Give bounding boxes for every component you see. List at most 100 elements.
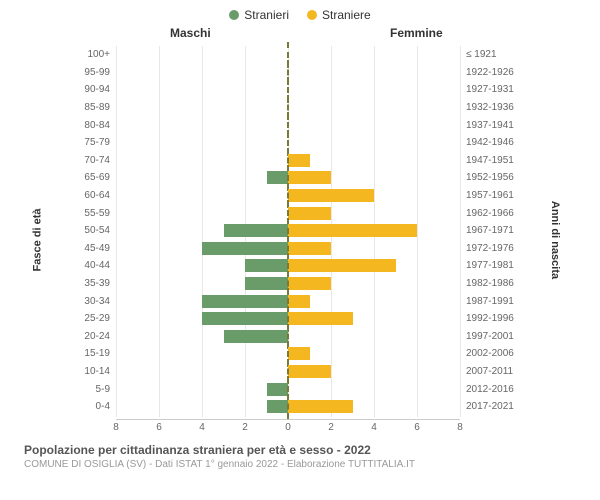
age-row: 65-69 1952-1956 [70, 169, 520, 187]
female-bar [288, 259, 396, 272]
age-label: 35-39 [70, 278, 116, 289]
age-label: 90-94 [70, 84, 116, 95]
age-row: 15-19 2002-2006 [70, 345, 520, 363]
age-label: 50-54 [70, 225, 116, 236]
legend-swatch-male [229, 10, 239, 20]
age-row: 20-241997-2001 [70, 328, 520, 346]
female-bar [288, 171, 331, 184]
legend-item-male: Stranieri [229, 8, 289, 22]
female-bar [288, 189, 374, 202]
age-label: 45-49 [70, 243, 116, 254]
y-axis-left-title: Fasce di età [31, 208, 43, 271]
column-header-female: Femmine [390, 26, 443, 40]
birth-year-label: 1967-1971 [460, 225, 520, 236]
female-bar [288, 400, 353, 413]
age-row: 5-9 2012-2016 [70, 380, 520, 398]
male-bar [202, 312, 288, 325]
male-bar [224, 330, 289, 343]
female-bar [288, 312, 353, 325]
birth-year-label: 1932-1936 [460, 102, 520, 113]
age-label: 40-44 [70, 260, 116, 271]
x-tick: 2 [242, 422, 248, 433]
birth-year-label: 2017-2021 [460, 401, 520, 412]
bar-track [116, 398, 460, 416]
age-row: 70-74 1947-1951 [70, 152, 520, 170]
male-bar [267, 171, 289, 184]
female-bar [288, 295, 310, 308]
chart-rows: 100+≤ 1921 95-99 1922-1926 90-941927-193185… [70, 46, 520, 417]
age-row: 100+≤ 1921 [70, 46, 520, 64]
column-header-male: Maschi [170, 26, 211, 40]
birth-year-label: 2012-2016 [460, 384, 520, 395]
column-headers: Maschi Femmine [10, 26, 590, 42]
birth-year-label: 1972-1976 [460, 243, 520, 254]
birth-year-label: 1962-1966 [460, 208, 520, 219]
male-bar [245, 259, 288, 272]
x-tick: 0 [285, 422, 291, 433]
age-row: 45-49 1972-1976 [70, 240, 520, 258]
birth-year-label: 1992-1996 [460, 313, 520, 324]
age-label: 65-69 [70, 172, 116, 183]
age-label: 55-59 [70, 208, 116, 219]
age-label: 0-4 [70, 401, 116, 412]
female-bar [288, 277, 331, 290]
male-bar [224, 224, 289, 237]
chart-footer: Popolazione per cittadinanza straniera p… [10, 437, 590, 470]
age-label: 75-79 [70, 137, 116, 148]
birth-year-label: 1997-2001 [460, 331, 520, 342]
center-line [287, 394, 289, 420]
birth-year-label: 1942-1946 [460, 137, 520, 148]
male-bar [202, 295, 288, 308]
plot-area: Fasce di età Anni di nascita 100+≤ 19219… [10, 42, 590, 437]
birth-year-label: 1937-1941 [460, 120, 520, 131]
x-tick: 8 [113, 422, 119, 433]
female-bar [288, 365, 331, 378]
birth-year-label: 1922-1926 [460, 67, 520, 78]
female-bar [288, 154, 310, 167]
female-bar [288, 224, 417, 237]
age-row: 90-941927-1931 [70, 81, 520, 99]
age-row: 75-79 1942-1946 [70, 134, 520, 152]
age-label: 5-9 [70, 384, 116, 395]
y-axis-right-title: Anni di nascita [549, 200, 561, 278]
age-row: 55-59 1962-1966 [70, 204, 520, 222]
population-pyramid-chart: Stranieri Straniere Maschi Femmine Fasce… [0, 0, 600, 500]
male-bar [267, 383, 289, 396]
footer-subtitle: COMUNE DI OSIGLIA (SV) - Dati ISTAT 1° g… [24, 459, 576, 470]
legend-label-male: Stranieri [244, 8, 289, 22]
birth-year-label: 1982-1986 [460, 278, 520, 289]
birth-year-label: 1952-1956 [460, 172, 520, 183]
age-row: 10-142007-2011 [70, 363, 520, 381]
x-tick: 2 [328, 422, 334, 433]
age-row: 25-291992-1996 [70, 310, 520, 328]
male-bar [202, 242, 288, 255]
x-tick: 4 [199, 422, 205, 433]
age-row: 30-34 1987-1991 [70, 292, 520, 310]
birth-year-label: 1977-1981 [460, 260, 520, 271]
age-row: 60-641957-1961 [70, 187, 520, 205]
age-label: 95-99 [70, 67, 116, 78]
age-label: 10-14 [70, 366, 116, 377]
age-label: 60-64 [70, 190, 116, 201]
age-label: 70-74 [70, 155, 116, 166]
age-row: 0-4 2017-2021 [70, 398, 520, 416]
male-bar [267, 400, 289, 413]
birth-year-label: 1947-1951 [460, 155, 520, 166]
legend-label-female: Straniere [322, 8, 371, 22]
x-tick: 8 [457, 422, 463, 433]
footer-title: Popolazione per cittadinanza straniera p… [24, 443, 576, 457]
x-tick: 6 [156, 422, 162, 433]
birth-year-label: 1987-1991 [460, 296, 520, 307]
x-tick: 4 [371, 422, 377, 433]
female-bar [288, 242, 331, 255]
male-bar [245, 277, 288, 290]
age-row: 40-44 1977-1981 [70, 257, 520, 275]
age-label: 15-19 [70, 348, 116, 359]
female-bar [288, 207, 331, 220]
age-row: 95-99 1922-1926 [70, 64, 520, 82]
birth-year-label: 2002-2006 [460, 348, 520, 359]
age-label: 30-34 [70, 296, 116, 307]
age-label: 80-84 [70, 120, 116, 131]
age-row: 85-891932-1936 [70, 99, 520, 117]
legend-swatch-female [307, 10, 317, 20]
